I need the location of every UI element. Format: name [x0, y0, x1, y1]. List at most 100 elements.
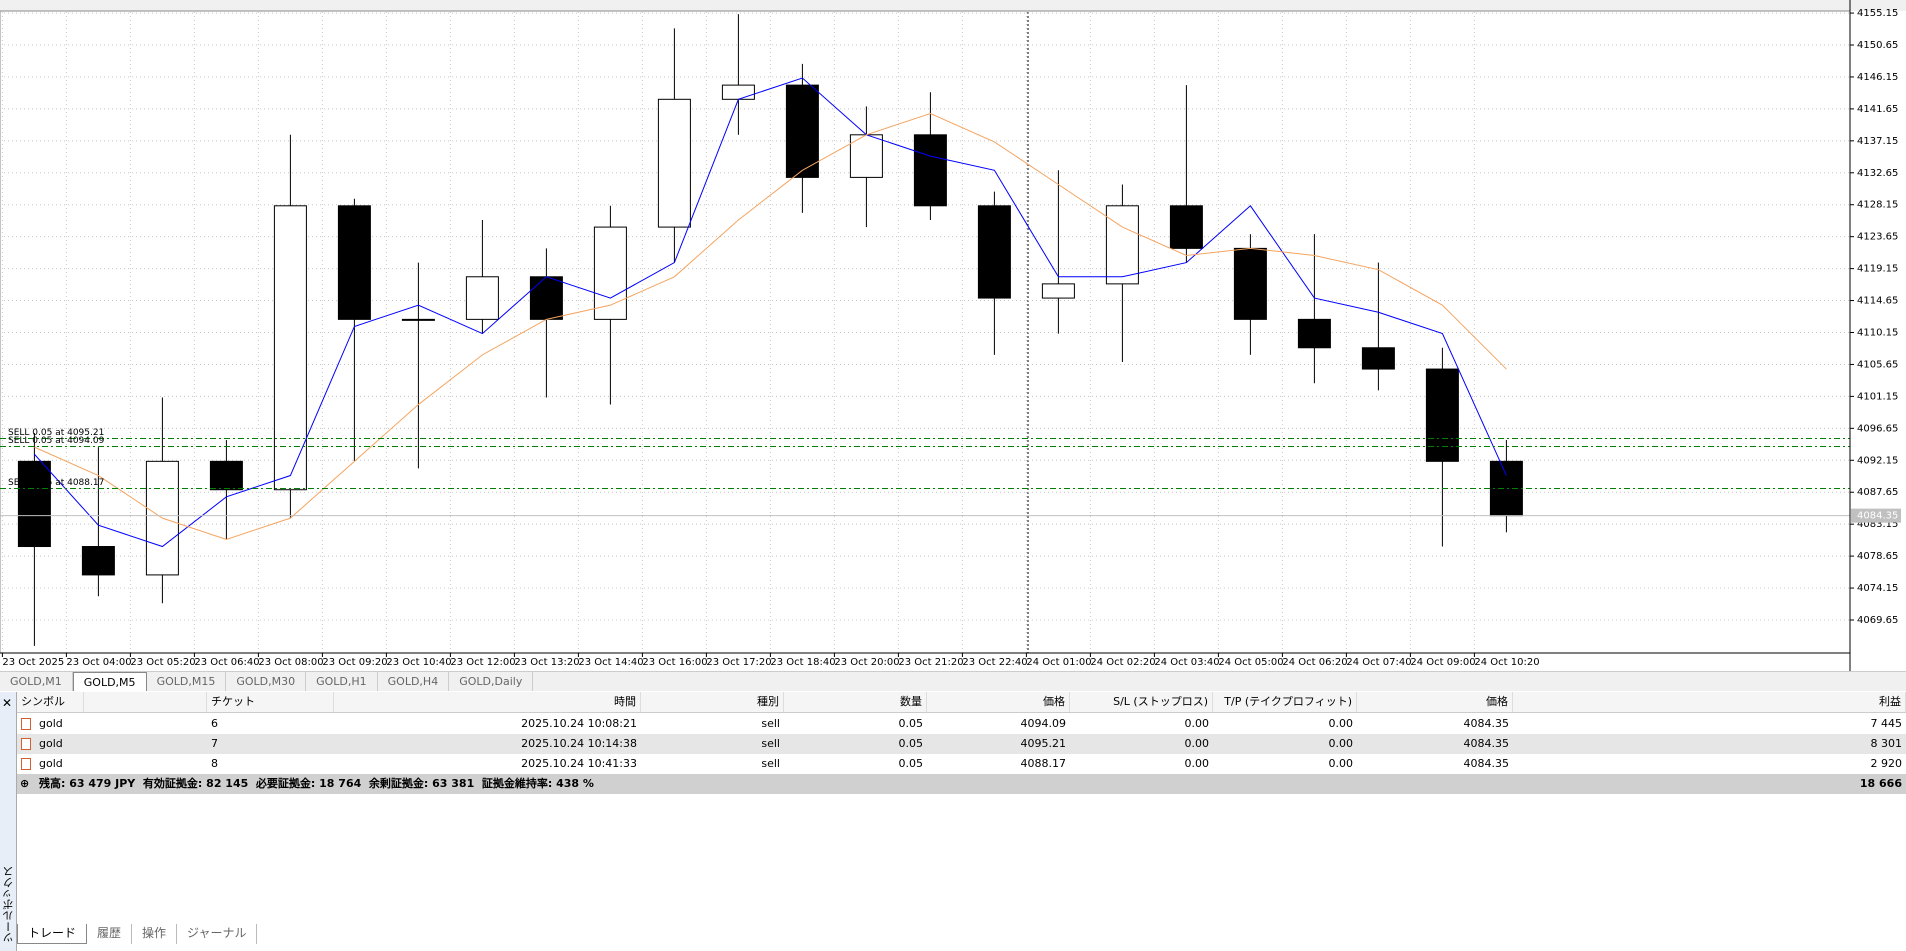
bottom-tab[interactable]: ジャーナル: [177, 924, 258, 944]
bottom-tab[interactable]: 履歴: [87, 924, 133, 944]
table-cell: 4095.21: [1020, 737, 1067, 750]
chart-tab[interactable]: GOLD,M15: [147, 672, 227, 691]
column-header: 時間: [334, 692, 641, 712]
bid-box: [1851, 508, 1901, 523]
chart-tab[interactable]: GOLD,H1: [306, 672, 378, 691]
table-cell: 4084.35: [1463, 737, 1510, 750]
table-cell: gold: [39, 737, 63, 750]
table-cell: 8 301: [1870, 737, 1903, 750]
y-tick-label: 4150.65: [1857, 40, 1898, 51]
table-cell: 2025.10.24 10:08:21: [521, 717, 637, 730]
y-tick-label: 4101.15: [1857, 391, 1898, 402]
moving-average: [34, 77, 1507, 548]
column-header: チケット: [207, 692, 334, 712]
toolbar: [0, 0, 1906, 11]
x-tick-label: 23 Oct 13:20: [514, 657, 579, 668]
candle-body: [593, 226, 627, 320]
candle-body: [1361, 347, 1395, 370]
y-tick-label: 4069.65: [1857, 615, 1898, 626]
chart-tab[interactable]: GOLD,H4: [378, 672, 450, 691]
x-tick-label: 23 Oct 14:40: [578, 657, 643, 668]
chart-tab[interactable]: GOLD,M1: [0, 672, 73, 691]
table-row: gold 6 2025.10.24 10:08:21 sell 0.05 4094.09 0…: [17, 714, 1906, 734]
x-tick-label: 23 Oct 08:00: [258, 657, 323, 668]
chart-tab[interactable]: GOLD,M30: [226, 672, 307, 691]
order-label: SELL 0.05 at 4094.09: [8, 436, 105, 446]
candle-body: [977, 205, 1011, 299]
table-row: gold 7 2025.10.24 10:14:38 sell 0.05 4095.21 0…: [17, 734, 1906, 754]
x-tick-label: 23 Oct 10:40: [386, 657, 451, 668]
candle-body: [849, 134, 883, 178]
bottom-tabs: トレード 履歴 操作 ジャーナル: [17, 924, 258, 944]
close-button[interactable]: ✕: [2, 696, 13, 710]
x-tick-label: 23 Oct 09:20: [322, 657, 387, 668]
bid-label: 4084.35: [1857, 511, 1898, 522]
y-tick-label: 4123.65: [1857, 232, 1898, 243]
y-tick-label: 4146.15: [1857, 72, 1898, 83]
y-tick-label: 4083.15: [1857, 519, 1898, 530]
x-tick-label: 23 Oct 17:20: [706, 657, 771, 668]
table-cell: sell: [761, 757, 780, 770]
table-cell: gold: [39, 757, 63, 770]
toolbox-strip: ツールボックス: [0, 692, 17, 951]
table-cell: 2025.10.24 10:14:38: [521, 737, 637, 750]
x-tick-label: 24 Oct 09:00: [1410, 657, 1475, 668]
table-cell: 0.00: [1328, 737, 1354, 750]
x-tick-label: 23 Oct 2025: [2, 657, 64, 668]
column-header: 種別: [641, 692, 784, 712]
y-tick-label: 4110.15: [1857, 328, 1898, 339]
table-cell: 0.00: [1184, 737, 1210, 750]
candle-body: [401, 318, 435, 321]
chart-tabs: GOLD,M1 GOLD,M5 GOLD,M15 GOLD,M30 GOLD,H1 GOL…: [0, 671, 1906, 691]
x-tick-label: 23 Oct 21:20: [898, 657, 963, 668]
table-cell: 4094.09: [1020, 717, 1067, 730]
trade-table: シンボル チケット 時間 種別 数量 価格 S/L (ストップロス) T/P (テイクプロフィ…: [17, 692, 1906, 922]
x-tick-label: 24 Oct 07:40: [1346, 657, 1411, 668]
y-tick-label: 4096.65: [1857, 423, 1898, 434]
chart-tab[interactable]: GOLD,Daily: [449, 672, 534, 691]
column-header: シンボル: [17, 692, 207, 712]
y-tick-label: 4074.15: [1857, 583, 1898, 594]
candle-body: [1041, 283, 1075, 299]
table-cell: 0.00: [1328, 717, 1354, 730]
candle-body: [1105, 205, 1139, 285]
toolbox-label: ツールボックス: [2, 866, 15, 943]
y-tick-label: 4119.15: [1857, 264, 1898, 275]
table-cell: 2025.10.24 10:41:33: [521, 757, 637, 770]
candle-body: [209, 460, 243, 491]
x-tick-label: 23 Oct 18:40: [770, 657, 835, 668]
x-tick-label: 23 Oct 04:00: [66, 657, 131, 668]
column-header: T/P (テイクプロフィット): [1213, 692, 1357, 712]
table-cell: sell: [761, 717, 780, 730]
chart-tab[interactable]: GOLD,M5: [72, 672, 147, 691]
summary-icon: ⊕: [20, 777, 30, 790]
column-header: 数量: [784, 692, 927, 712]
candle-body: [17, 460, 51, 548]
summary-profit: 18 666: [1859, 777, 1902, 790]
table-cell: 4088.17: [1020, 757, 1067, 770]
column-header: 価格: [1357, 692, 1513, 712]
candle-body: [1169, 205, 1203, 249]
y-tick-label: 4141.65: [1857, 104, 1898, 115]
bottom-tab[interactable]: トレード: [17, 924, 88, 944]
table-cell: 0.05: [898, 757, 924, 770]
table-cell: 7: [211, 737, 218, 750]
row-icon: [21, 758, 31, 770]
candle-body: [337, 205, 371, 320]
table-cell: 6: [211, 717, 218, 730]
y-tick-label: 4092.15: [1857, 455, 1898, 466]
bottom-tab[interactable]: 操作: [132, 924, 178, 944]
x-tick-label: 24 Oct 02:20: [1090, 657, 1155, 668]
x-tick-label: 24 Oct 01:00: [1026, 657, 1091, 668]
y-tick-label: 4137.15: [1857, 136, 1898, 147]
candle-body: [1297, 318, 1331, 349]
x-tick-label: 23 Oct 20:00: [834, 657, 899, 668]
x-tick-label: 23 Oct 05:20: [130, 657, 195, 668]
y-tick-label: 4078.65: [1857, 551, 1898, 562]
table-cell: 7 445: [1870, 717, 1903, 730]
moving-average: [34, 112, 1507, 540]
column-header: 利益: [1513, 692, 1906, 712]
row-icon: [21, 738, 31, 750]
candle-body: [273, 205, 307, 491]
